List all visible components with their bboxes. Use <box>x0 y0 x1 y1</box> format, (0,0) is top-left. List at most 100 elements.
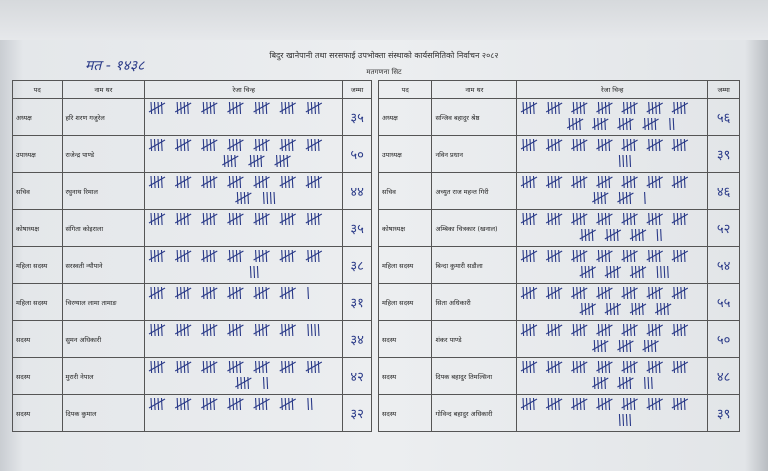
candidate-name: राजेन्द्र पाण्डे <box>61 135 146 173</box>
tally-group <box>621 286 639 300</box>
tally-group <box>571 286 588 300</box>
candidate-post: महिला सदस्य <box>377 246 433 284</box>
tally-group <box>596 249 613 263</box>
tally-marks <box>520 323 689 353</box>
tally-cell <box>516 209 709 247</box>
tally-group <box>279 138 297 152</box>
header-total: जम्मा <box>707 80 740 99</box>
tally-group <box>227 397 244 411</box>
tally-group <box>253 360 271 374</box>
tally-group <box>596 286 613 300</box>
tally-group <box>279 397 297 411</box>
tally-group <box>201 101 218 115</box>
tally-group <box>646 138 664 152</box>
candidate-post: सदस्य <box>377 357 433 395</box>
tally-group <box>621 175 639 189</box>
tally-group <box>579 265 597 279</box>
tally-marks <box>148 175 323 205</box>
tally-group <box>201 138 218 152</box>
vote-total: ४४ <box>342 172 372 210</box>
tally-group <box>201 397 218 411</box>
tally-group <box>596 101 613 115</box>
tally-group <box>279 212 297 226</box>
tally-group <box>596 175 613 189</box>
tally-group <box>148 212 166 226</box>
tally-marks <box>520 249 689 279</box>
tally-group <box>201 286 218 300</box>
tally-group <box>671 360 689 374</box>
table-row: सदस्य गोविन्द बहादुर अधिकारी ३९ <box>377 394 740 432</box>
tally-group <box>253 249 271 263</box>
tally-group <box>604 302 622 316</box>
tally-group <box>305 360 323 374</box>
header-post: पद <box>377 80 433 99</box>
tally-marks <box>520 397 689 427</box>
tally-group <box>546 397 563 411</box>
vote-total: ३९ <box>707 135 740 173</box>
header-tally: रेजा चिन्ह <box>516 80 709 99</box>
table-row: अध्यक्ष हरि शरण गजुरेल ३५ <box>12 98 372 136</box>
tally-group <box>644 376 653 390</box>
candidate-post: महिला सदस्य <box>12 246 63 284</box>
tally-marks <box>520 286 689 316</box>
tally-cell <box>144 172 344 210</box>
tally-marks <box>148 323 320 337</box>
candidate-name: संगिता कोइराला <box>61 209 146 247</box>
candidate-name: सन्जिव बहादुर श्रेष्ठ <box>431 98 518 136</box>
tally-group <box>646 286 664 300</box>
vote-total: ३४ <box>342 320 372 358</box>
tally-group <box>175 323 192 337</box>
tally-group <box>655 302 672 316</box>
table-header: पद नाम थर रेजा चिन्ह जम्मा <box>377 80 740 99</box>
vote-total: ५४ <box>707 246 740 284</box>
tally-cell <box>516 320 709 358</box>
tally-group <box>253 138 271 152</box>
tally-group <box>671 249 689 263</box>
tally-group <box>253 286 271 300</box>
table-row: सदस्य दिपक बहादुर तिमल्सिना ४८ <box>377 357 740 395</box>
tally-group <box>148 360 166 374</box>
tally-group <box>629 265 647 279</box>
table-row: उपाध्यक्ष राजेन्द्र पाण्डे ५० <box>12 135 372 173</box>
tally-group <box>201 323 218 337</box>
candidate-post: उपाध्यक्ष <box>12 135 63 173</box>
tally-group <box>307 286 310 300</box>
tally-group <box>579 302 597 316</box>
vote-total: ४८ <box>707 357 740 395</box>
tally-group <box>305 138 323 152</box>
tally-marks <box>520 138 689 168</box>
tally-group <box>279 101 297 115</box>
vote-total: ३५ <box>342 98 372 136</box>
tally-group <box>671 397 689 411</box>
tally-marks <box>520 101 689 131</box>
tally-group <box>279 323 297 337</box>
tally-group <box>669 117 675 131</box>
vote-total: ३५ <box>342 209 372 247</box>
tally-group <box>253 323 271 337</box>
tally-group <box>546 212 563 226</box>
tally-group <box>642 339 660 353</box>
candidate-post: सचिव <box>377 172 433 210</box>
tally-cell <box>516 98 709 136</box>
candidate-post: महिला सदस्य <box>377 283 433 321</box>
tally-group <box>671 175 689 189</box>
table-header: पद नाम थर रेजा चिन्ह जम्मा <box>12 80 372 99</box>
tally-group <box>279 360 297 374</box>
tally-group <box>621 138 639 152</box>
handwritten-vote-total: मत - १४३८ <box>85 58 145 74</box>
tally-group <box>520 323 538 337</box>
tally-group <box>646 101 664 115</box>
tally-group <box>279 175 297 189</box>
tally-group <box>227 323 244 337</box>
tally-group <box>617 339 634 353</box>
table-row: महिला सदस्य चिरग्याल लामा तामाङ ३१ <box>12 283 372 321</box>
tally-group <box>646 175 664 189</box>
candidate-post: सदस्य <box>377 320 433 358</box>
tally-group <box>253 175 271 189</box>
candidate-name: रघुनाथ रिमाल <box>61 172 146 210</box>
tally-group <box>250 265 259 279</box>
tally-group <box>175 360 192 374</box>
tally-group <box>671 323 689 337</box>
tally-marks <box>520 360 689 390</box>
tally-group <box>520 360 538 374</box>
